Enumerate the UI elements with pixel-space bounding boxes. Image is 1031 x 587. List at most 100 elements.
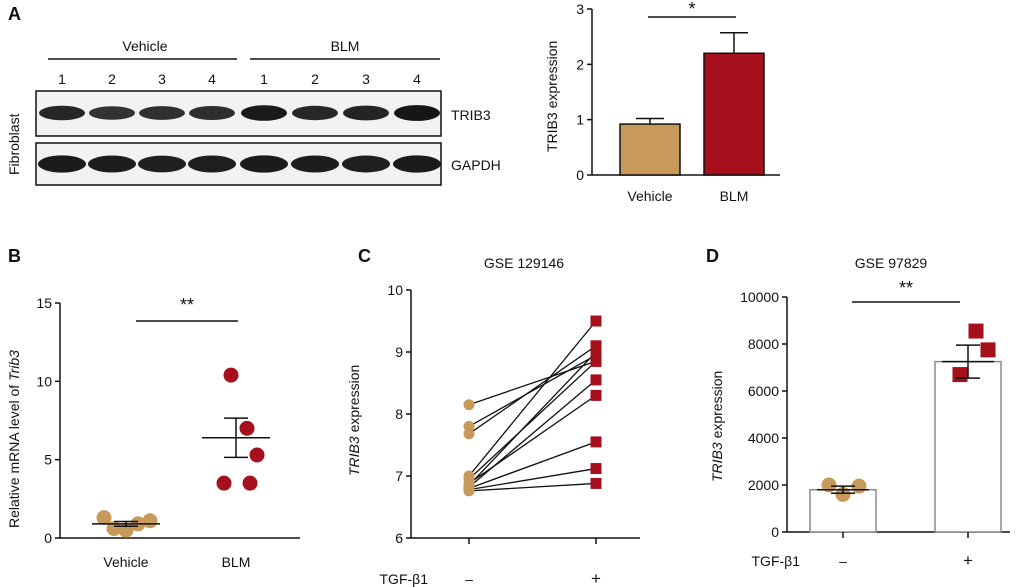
blot-group-blm: BLM (331, 38, 360, 54)
blot-lane-label: 4 (413, 71, 421, 87)
d-x-tick-label: + (963, 551, 973, 570)
blot-band-trib3 (139, 106, 185, 120)
blot-band-gapdh (138, 155, 186, 173)
c-pair-line (468, 467, 597, 491)
d-point-plus (980, 342, 996, 358)
blot-group-vehicle: Vehicle (122, 38, 167, 54)
blot-band-trib3 (394, 105, 440, 121)
blot-lane-label: 3 (362, 71, 370, 87)
c-point-minus (463, 485, 475, 497)
c-pair-line (468, 482, 597, 492)
c-y-tick-label: 7 (395, 468, 403, 484)
a-y-tick-label: 2 (576, 56, 584, 72)
c-pair-line (468, 354, 597, 427)
blot-lane-label: 2 (108, 71, 116, 87)
b-point (142, 513, 158, 529)
c-y-tick-label: 6 (395, 530, 403, 546)
blot-lane-label: 3 (158, 71, 166, 87)
c-y-axis-label: TRIB3 expression (346, 365, 362, 476)
c-x-tick-label: + (591, 569, 601, 587)
b-y-tick-label: 15 (36, 295, 52, 311)
b-point (96, 510, 112, 526)
d-y-tick-label: 0 (771, 524, 779, 540)
c-point-plus (590, 477, 602, 489)
blot-side-label: Fibroblast (6, 113, 22, 175)
blot-gapdh-bands (38, 155, 441, 173)
b-point (242, 475, 258, 491)
a-y-tick-label: 0 (576, 167, 584, 183)
c-y-tick-label: 9 (395, 344, 403, 360)
blot-band-gapdh (393, 155, 441, 173)
d-y-tick-label: 2000 (748, 477, 779, 493)
blot-lane-label: 2 (311, 71, 319, 87)
blot-band-trib3 (343, 105, 389, 121)
c-point-minus (463, 399, 475, 411)
c-y-tick-label: 8 (395, 406, 403, 422)
blot-band-gapdh (188, 155, 236, 173)
a-y-tick-label: 1 (576, 112, 584, 128)
c-pair-line (468, 360, 597, 480)
b-y-tick-label: 0 (44, 530, 52, 546)
d-y-tick-label: 8000 (748, 336, 779, 352)
chart-a-bar: 0 1 2 3 Vehicle BLM * TRIB3 expression (544, 0, 780, 204)
c-point-plus (590, 389, 602, 401)
chart-b-scatter: 0 5 10 15 Vehicle BLM ** Relative mRNA level of… (6, 295, 300, 570)
b-point (106, 521, 122, 537)
d-point-minus (821, 477, 837, 493)
c-title: GSE 129146 (484, 255, 564, 271)
blot-label-trib3: TRIB3 (451, 107, 491, 123)
b-point (249, 447, 265, 463)
b-y-axis-label: Relative mRNA level of Trib3 (6, 350, 22, 528)
b-significance-mark: ** (180, 295, 194, 315)
d-y-tick-label: 6000 (748, 383, 779, 399)
panel-letter-b: B (8, 246, 21, 266)
a-bar (619, 123, 681, 176)
blot-band-trib3 (189, 106, 235, 120)
blot-label-gapdh: GAPDH (451, 157, 501, 173)
c-pair-line (468, 360, 597, 406)
blot-band-trib3 (292, 105, 338, 121)
chart-c-paired: 6 7 8 9 10 GSE 129146 TGF-β1 – + TRIB3 expression (346, 255, 640, 587)
d-y-tick-label: 10000 (740, 289, 779, 305)
blot-band-gapdh (38, 155, 86, 173)
blot-band-trib3 (39, 105, 85, 121)
a-x-tick-label: Vehicle (627, 188, 672, 204)
d-x-tick-label: – (839, 553, 847, 569)
blot-lane-labels: 1 2 3 4 1 2 3 4 (58, 71, 421, 87)
b-point (216, 475, 232, 491)
b-y-tick-label: 5 (44, 452, 52, 468)
b-x-tick-label: BLM (222, 554, 251, 570)
c-point-minus (463, 428, 475, 440)
c-point-plus (590, 355, 602, 367)
chart-d-bar: 0 2000 4000 6000 8000 10000 ** GSE 97829 TGF-β1 –… (709, 255, 1010, 570)
blot-trib3-bands (39, 105, 440, 121)
c-point-plus (590, 463, 602, 475)
d-x-axis-label: TGF-β1 (752, 553, 801, 569)
d-bar (934, 360, 1002, 533)
c-point-plus (590, 436, 602, 448)
d-point-plus (968, 323, 984, 339)
c-x-axis-label: TGF-β1 (380, 571, 429, 587)
c-point-plus (590, 346, 602, 358)
panel-letter-d: D (706, 246, 719, 266)
a-y-tick-label: 3 (576, 1, 584, 17)
panel-letter-c: C (358, 246, 371, 266)
b-point (239, 420, 255, 436)
blot-band-trib3 (241, 105, 287, 121)
blot-lane-label: 4 (208, 71, 216, 87)
c-point-plus (590, 374, 602, 386)
c-pair-line (468, 441, 597, 490)
b-y-tick-label: 10 (36, 373, 52, 389)
d-point-plus (952, 367, 968, 383)
d-y-tick-label: 4000 (748, 430, 779, 446)
blot-band-gapdh (342, 155, 390, 173)
c-pair-line (468, 379, 597, 488)
c-x-tick-label: – (465, 571, 473, 587)
b-x-tick-label: Vehicle (103, 554, 148, 570)
a-x-tick-label: BLM (720, 188, 749, 204)
c-point-plus (590, 315, 602, 327)
c-point-plus (590, 340, 602, 352)
blot-band-gapdh (240, 155, 288, 173)
blot-lane-label: 1 (58, 71, 66, 87)
